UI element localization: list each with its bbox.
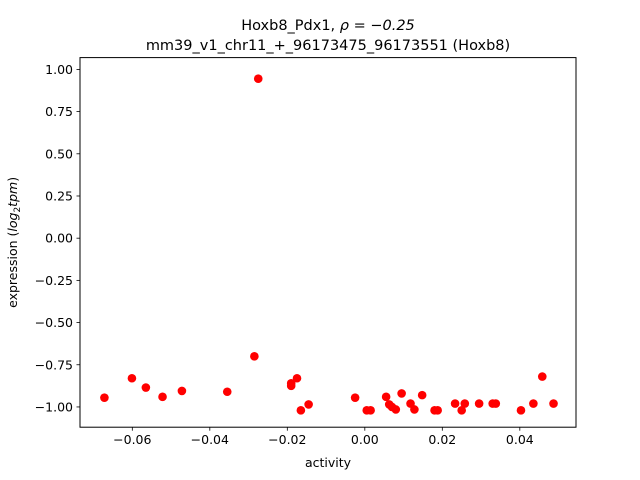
scatter-point bbox=[141, 383, 151, 392]
scatter-point bbox=[253, 74, 263, 83]
scatter-point bbox=[474, 399, 484, 408]
y-tick-label: 0.75 bbox=[45, 104, 73, 119]
y-axis-title-log: log bbox=[5, 212, 20, 231]
x-axis-title: activity bbox=[305, 455, 352, 470]
scatter-point bbox=[450, 399, 460, 408]
x-tick-label: 0.02 bbox=[428, 432, 456, 447]
scatter-point bbox=[350, 393, 360, 402]
scatter-point bbox=[433, 406, 442, 415]
x-tick-label: −0.02 bbox=[268, 432, 306, 447]
scatter-point bbox=[366, 406, 375, 415]
y-tick-label: 0.00 bbox=[45, 231, 73, 246]
scatter-point bbox=[537, 372, 547, 381]
chart-title-rho: ρ = −0.25 bbox=[340, 18, 415, 34]
data-points bbox=[100, 74, 558, 415]
y-axis-title: expression (log2tpm) bbox=[5, 177, 23, 308]
y-tick-label: −0.25 bbox=[35, 273, 73, 288]
scatter-point bbox=[417, 390, 427, 400]
x-tick-label: 0.04 bbox=[506, 432, 534, 447]
scatter-point bbox=[292, 373, 302, 383]
plot-area-frame bbox=[79, 57, 577, 428]
scatter-point bbox=[296, 406, 306, 415]
scatter-point bbox=[529, 399, 538, 408]
scatter-point bbox=[304, 400, 313, 409]
scatter-point bbox=[391, 405, 401, 414]
y-tick-label: 1.00 bbox=[45, 62, 73, 77]
scatter-point bbox=[460, 399, 470, 408]
scatter-point bbox=[127, 373, 137, 383]
y-axis-title-prefix: expression ( bbox=[5, 232, 20, 308]
y-axis-ticks: 1.00 0.75 0.50 0.25 0.00 −0.25 −0.50 −0.75 −1.00 bbox=[35, 62, 80, 414]
y-axis-title-tpm: tpm bbox=[5, 182, 20, 207]
scatter-point bbox=[457, 406, 466, 415]
scatter-point bbox=[410, 405, 419, 414]
scatter-point bbox=[158, 392, 167, 402]
scatter-point bbox=[177, 386, 187, 396]
x-tick-label: −0.06 bbox=[113, 432, 151, 447]
y-tick-label: −0.50 bbox=[35, 315, 73, 330]
y-axis-title-subscript: 2 bbox=[13, 207, 23, 213]
scatter-point bbox=[397, 389, 406, 398]
scatter-point bbox=[286, 381, 296, 391]
y-tick-label: 0.50 bbox=[45, 146, 73, 161]
y-tick-label: −1.00 bbox=[35, 399, 73, 414]
x-axis-ticks: −0.06 −0.04 −0.02 0.00 0.02 0.04 bbox=[113, 427, 534, 447]
scatter-point bbox=[516, 406, 526, 415]
y-axis-title-suffix: ) bbox=[5, 177, 20, 182]
scatter-point bbox=[549, 399, 558, 408]
chart-title-line2: mm39_v1_chr11_+_96173475_96173551 (Hoxb8… bbox=[146, 38, 510, 54]
x-tick-label: 0.00 bbox=[351, 432, 379, 447]
scatter-point bbox=[491, 399, 501, 408]
scatter-point bbox=[381, 392, 391, 402]
scatter-point bbox=[250, 352, 259, 361]
chart-title-line1: Hoxb8_Pdx1, ρ = −0.25 bbox=[241, 18, 415, 34]
y-tick-label: −0.75 bbox=[35, 357, 73, 372]
y-tick-label: 0.25 bbox=[45, 188, 73, 203]
chart-title-prefix: Hoxb8_Pdx1, bbox=[241, 18, 340, 34]
scatter-point bbox=[222, 387, 232, 397]
scatter-point bbox=[100, 393, 109, 402]
x-tick-label: −0.04 bbox=[191, 432, 229, 447]
